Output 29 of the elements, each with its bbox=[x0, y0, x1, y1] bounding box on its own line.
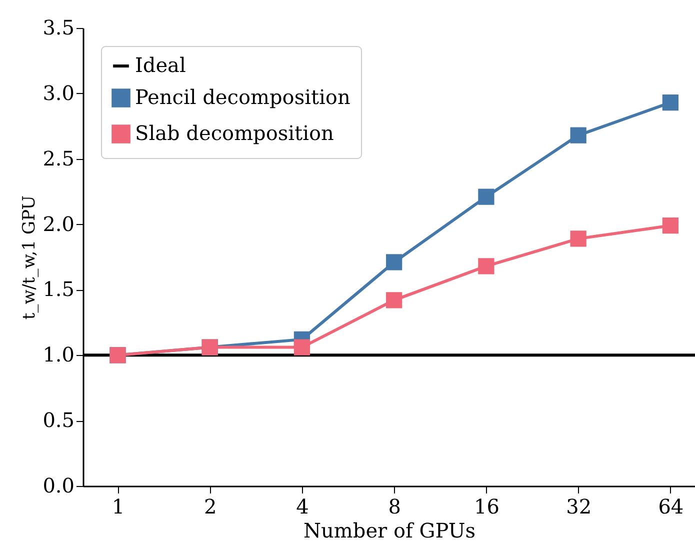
legend-label: Ideal bbox=[135, 53, 186, 77]
x-tick-label: 4 bbox=[296, 494, 309, 518]
legend-label: Pencil decomposition bbox=[135, 85, 350, 109]
y-tick-label: 0.0 bbox=[42, 474, 74, 498]
point bbox=[478, 188, 494, 205]
point bbox=[662, 94, 678, 111]
x-tick-label: 64 bbox=[658, 494, 684, 518]
x-tick-label: 32 bbox=[566, 494, 592, 518]
y-tick-label: 2.5 bbox=[42, 146, 74, 170]
legend-label: Slab decomposition bbox=[135, 121, 334, 145]
y-tick-label: 1.5 bbox=[42, 277, 74, 302]
x-tick-label: 1 bbox=[112, 494, 125, 518]
point bbox=[294, 339, 310, 356]
x-tick-label: 2 bbox=[204, 494, 217, 518]
point bbox=[570, 127, 586, 144]
x-axis-title: Number of GPUs bbox=[304, 518, 476, 542]
y-tick-label: 0.5 bbox=[42, 408, 74, 432]
point bbox=[386, 292, 402, 308]
point bbox=[570, 230, 586, 247]
y-tick-label: 2.0 bbox=[42, 212, 74, 236]
y-tick-label: 3.0 bbox=[42, 80, 74, 105]
point bbox=[662, 218, 678, 234]
y-tick-label: 3.5 bbox=[42, 16, 74, 40]
y-tick-label: 1.0 bbox=[42, 342, 74, 367]
x-tick-label: 8 bbox=[388, 494, 401, 518]
point bbox=[386, 254, 402, 270]
x-tick-label: 16 bbox=[474, 494, 500, 518]
point bbox=[478, 258, 494, 274]
y-axis-title: t_w/t_w,1 GPU bbox=[20, 195, 40, 320]
